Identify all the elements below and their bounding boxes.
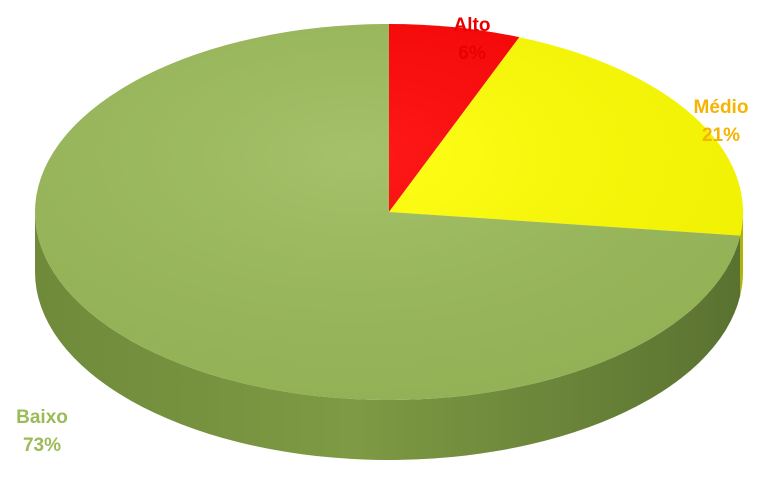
pie-side-layer xyxy=(35,212,743,461)
slice-value-alto: 6% xyxy=(458,43,486,64)
slice-label-medio: Médio xyxy=(694,97,749,118)
pie-label-layer: Alto 6% Médio 21% Baixo 73% xyxy=(16,15,748,456)
pie-top-layer xyxy=(35,24,744,400)
pie-side-medio xyxy=(740,212,743,296)
pie-top-shading xyxy=(35,24,743,400)
slice-value-baixo: 73% xyxy=(23,435,61,456)
slice-label-baixo: Baixo xyxy=(16,407,68,428)
pie-side-baixo xyxy=(35,212,741,461)
slice-label-alto: Alto xyxy=(454,15,491,36)
slice-value-medio: 21% xyxy=(702,125,740,146)
